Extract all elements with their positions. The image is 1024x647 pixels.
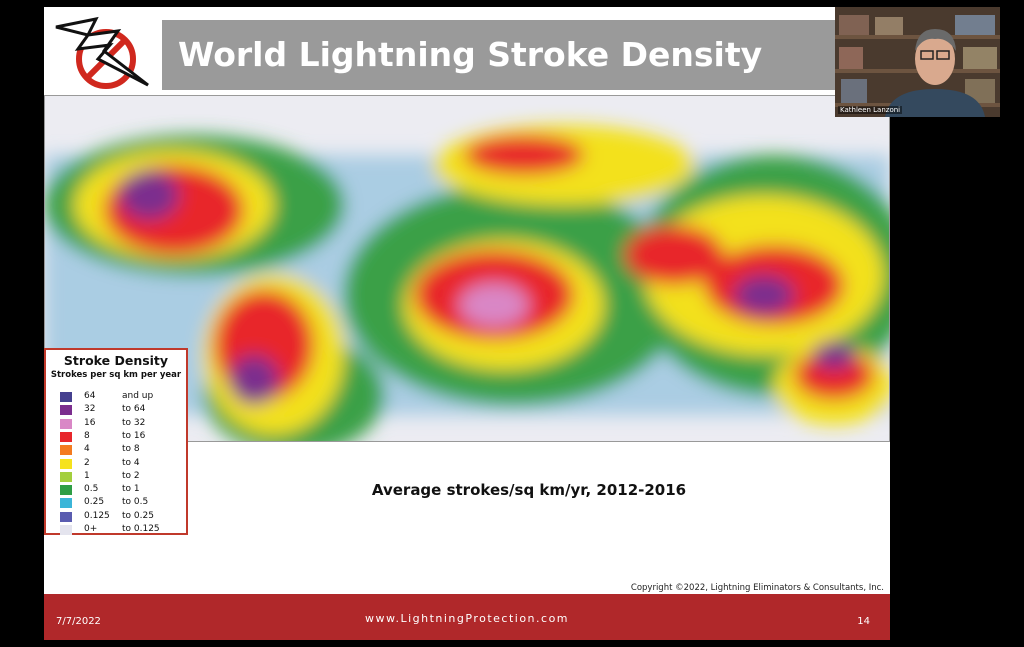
legend-to: and up bbox=[122, 391, 154, 401]
legend-to: to 1 bbox=[122, 484, 140, 495]
legend-swatch bbox=[60, 485, 72, 496]
legend-swatch bbox=[60, 498, 72, 509]
legend-to: to 32 bbox=[122, 417, 146, 428]
page-number: 14 bbox=[857, 616, 870, 627]
legend-from: 4 bbox=[84, 444, 90, 455]
legend-from: 0+ bbox=[84, 524, 98, 534]
legend-from: 0.25 bbox=[84, 497, 105, 508]
legend-swatch bbox=[60, 471, 72, 482]
legend-title: Stroke Density bbox=[63, 353, 169, 368]
legend-from: 0.125 bbox=[84, 510, 110, 521]
legend-swatch bbox=[60, 445, 72, 456]
legend-from: 8 bbox=[84, 430, 90, 441]
logo bbox=[55, 16, 149, 89]
legend-from: 64 bbox=[84, 391, 96, 401]
legend-to: to 0.5 bbox=[122, 497, 149, 508]
legend-to: to 16 bbox=[122, 430, 146, 441]
legend-to: to 2 bbox=[122, 470, 140, 481]
legend-swatch bbox=[60, 458, 72, 469]
legend-from: 16 bbox=[84, 417, 96, 428]
legend-swatch bbox=[60, 405, 72, 416]
legend-subtitle: Strokes per sq km per year bbox=[50, 370, 182, 380]
legend-to: to 4 bbox=[122, 457, 140, 468]
legend-from: 1 bbox=[84, 470, 90, 481]
title-bar: World Lightning Stroke Density bbox=[162, 20, 835, 90]
legend-swatch bbox=[60, 418, 72, 429]
video-tile: Kathleen Lanzoni bbox=[835, 7, 1000, 117]
footer-url: www.LightningProtection.com bbox=[364, 612, 570, 625]
legend-swatch bbox=[60, 511, 72, 522]
legend-to: to 0.125 bbox=[122, 524, 160, 534]
footer-date: 7/7/2022 bbox=[56, 616, 101, 627]
copyright: Copyright ©2022, Lightning Eliminators &… bbox=[630, 583, 884, 593]
slide-title: World Lightning Stroke Density bbox=[178, 35, 763, 74]
legend-to: to 8 bbox=[122, 444, 140, 455]
legend-from: 2 bbox=[84, 457, 90, 468]
legend-to: to 0.25 bbox=[122, 510, 154, 521]
legend-to: to 64 bbox=[122, 404, 146, 415]
legend: Stroke Density Strokes per sq km per yea… bbox=[44, 348, 188, 535]
legend-from: 32 bbox=[84, 404, 96, 415]
legend-from: 0.5 bbox=[84, 484, 99, 495]
legend-swatch bbox=[60, 392, 72, 402]
legend-swatch bbox=[60, 431, 72, 442]
slide: World Lightning Stroke Density bbox=[44, 7, 890, 640]
caption: Average strokes/sq km/yr, 2012-2016 bbox=[371, 481, 687, 499]
legend-swatch bbox=[60, 525, 72, 535]
video-feed bbox=[835, 7, 1000, 117]
participant-name: Kathleen Lanzoni bbox=[838, 106, 903, 114]
footer: 7/7/2022 www.LightningProtection.com 14 bbox=[44, 594, 890, 640]
